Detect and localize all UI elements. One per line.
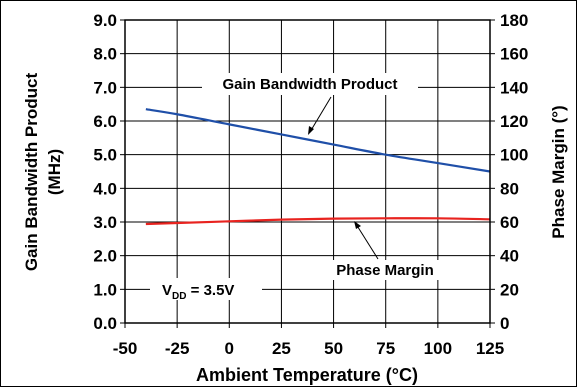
y2-tick-label: 60 — [500, 213, 519, 232]
y2-tick-label: 180 — [500, 11, 528, 30]
phase-label-box — [322, 260, 450, 280]
x-tick-label: 25 — [272, 339, 291, 358]
phase-label: Phase Margin — [336, 262, 434, 279]
x-tick-label: 75 — [376, 339, 395, 358]
y2-tick-label: 100 — [500, 146, 528, 165]
y-tick-label: 2.0 — [93, 247, 117, 266]
y2-tick-label: 0 — [500, 314, 509, 333]
y-tick-label: 3.0 — [93, 213, 117, 232]
x-axis-title: Ambient Temperature (°C) — [196, 365, 418, 385]
y-axis-unit: (MHz) — [45, 149, 64, 195]
y-tick-label: 8.0 — [93, 45, 117, 64]
x-tick-label: 50 — [324, 339, 343, 358]
phase-label-arrow — [355, 223, 379, 260]
vdd-value: = 3.5V — [186, 282, 234, 299]
vdd-sub: DD — [172, 291, 186, 302]
x-tick-label: -50 — [113, 339, 138, 358]
series-layer — [145, 108, 491, 226]
x-tick-label: -25 — [165, 339, 190, 358]
vdd-v: V — [162, 282, 172, 299]
x-tick-label: 0 — [225, 339, 234, 358]
y-tick-label: 9.0 — [93, 11, 117, 30]
x-tick-label: 100 — [424, 339, 452, 358]
y2-tick-label: 120 — [500, 112, 528, 131]
plot-frame — [124, 19, 491, 324]
gain-label-arrow — [309, 96, 332, 133]
y-tick-label: 4.0 — [93, 179, 117, 198]
y2-tick-label: 80 — [500, 179, 519, 198]
gain-bandwidth-line — [145, 108, 491, 173]
gain-label-arrowhead — [308, 126, 314, 135]
y-tick-label: 0.0 — [93, 314, 117, 333]
y2-tick-label: 20 — [500, 280, 519, 299]
phase-label-arrowhead — [354, 221, 361, 229]
y2-tick-label: 140 — [500, 78, 528, 97]
vdd-label-box — [150, 278, 262, 300]
y-tick-label: 7.0 — [93, 78, 117, 97]
y2-axis-title: Phase Margin (°) — [549, 105, 568, 238]
ticks: 0.0 1.0 2.0 3.0 4.0 5.0 6.0 7.0 8.0 9.0 0 20 40 60 80 1… — [93, 11, 528, 358]
gain-label-box — [202, 73, 418, 95]
y-tick-label: 6.0 — [93, 112, 117, 131]
vdd-label: VDD = 3.5V — [162, 282, 234, 302]
grid — [125, 20, 490, 323]
x-tick-label: 125 — [476, 339, 504, 358]
y2-tick-label: 40 — [500, 247, 519, 266]
phase-margin-line — [145, 217, 491, 226]
y-tick-label: 1.0 — [93, 280, 117, 299]
y2-tick-label: 160 — [500, 45, 528, 64]
y-tick-label: 5.0 — [93, 146, 117, 165]
gain-label: Gain Bandwidth Product — [223, 76, 398, 93]
y-axis-title: Gain Bandwidth Product — [22, 73, 41, 272]
